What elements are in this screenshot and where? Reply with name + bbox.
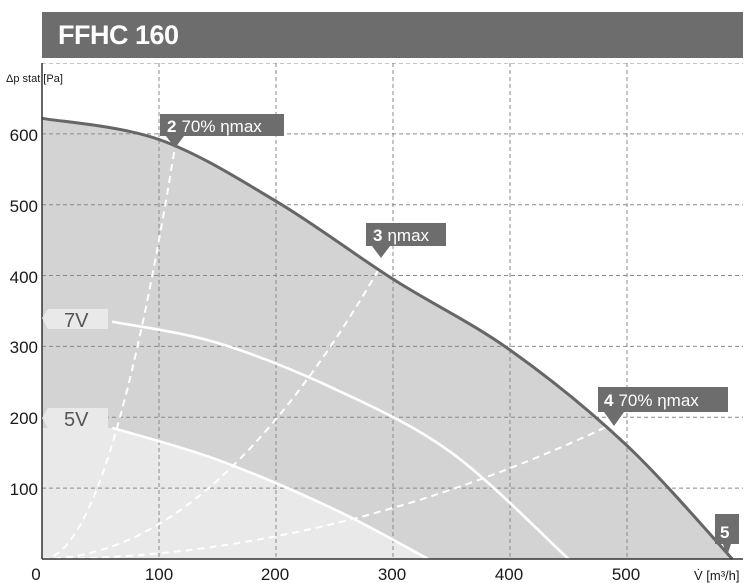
y-tick-label: 600 <box>10 126 38 145</box>
system-line-2 <box>41 151 176 560</box>
voltage-tag-7v: 7V <box>42 309 108 332</box>
annotation-point-2: 2 70% ηmax <box>160 114 284 148</box>
y-tick-label: 200 <box>10 409 38 428</box>
x-tick-label: 100 <box>145 565 173 583</box>
low-voltage-area <box>42 427 429 559</box>
voltage-tag-5v: 5V <box>42 408 108 431</box>
x-tick-label: 200 <box>261 565 289 583</box>
svg-text:7V: 7V <box>64 310 89 332</box>
x-tick-label: 500 <box>612 565 640 583</box>
chart-title: FFHC 160 <box>58 20 179 50</box>
y-tick-label: 400 <box>10 268 38 287</box>
y-tick-label: 100 <box>10 480 38 499</box>
x-tick-label: 300 <box>378 565 406 583</box>
y-tick-label: 300 <box>10 338 38 357</box>
x-tick-label: 0 <box>31 565 40 583</box>
annotation-point-4: 4 70% ηmax <box>598 387 728 426</box>
svg-text:5V: 5V <box>64 409 89 431</box>
x-axis-label: V̇ [m³/h] <box>694 568 740 583</box>
annotation-point-5: 5 <box>715 514 739 556</box>
x-tick-label: 400 <box>495 565 523 583</box>
svg-text:270% ηmax: 2 70% ηmax <box>167 117 262 136</box>
system-line-3 <box>41 264 383 560</box>
curve-7v <box>111 320 570 560</box>
system-line-4 <box>41 423 613 560</box>
title-bar: FFHC 160 <box>42 12 743 58</box>
svg-text:470% ηmax: 4 70% ηmax <box>604 391 699 410</box>
svg-text:5: 5 <box>720 523 729 542</box>
y-axis-label: Δp stat [Pa] <box>6 73 63 85</box>
annotation-point-3: 3 ηmax <box>366 223 446 258</box>
curve-5v <box>111 426 429 561</box>
curve-max <box>41 116 734 561</box>
y-tick-label: 500 <box>10 197 38 216</box>
